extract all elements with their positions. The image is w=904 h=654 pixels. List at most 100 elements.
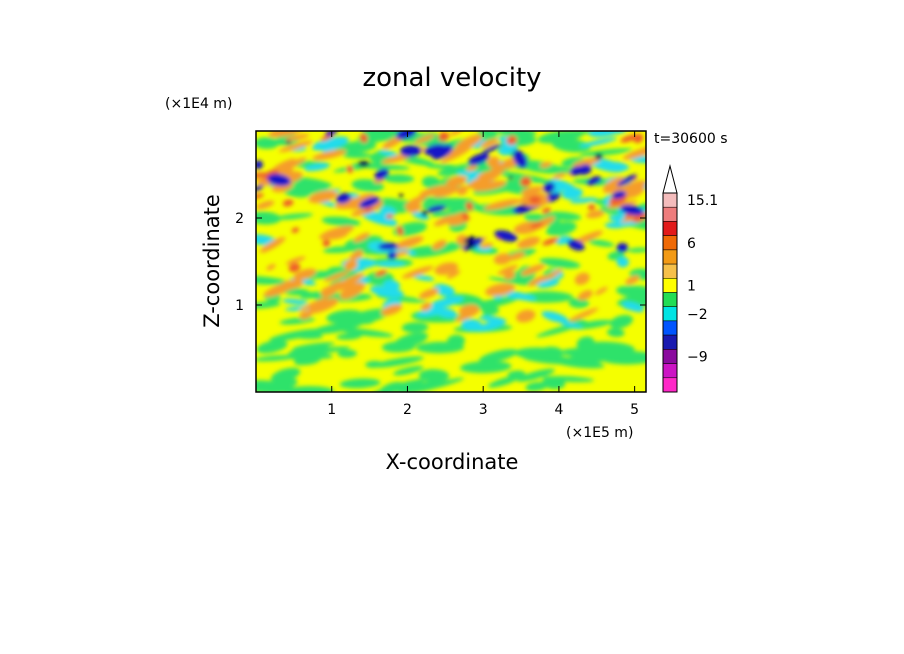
field-blob — [335, 308, 392, 328]
field-blob — [378, 149, 399, 157]
colorbar-segment — [662, 235, 678, 251]
field-blob — [344, 259, 358, 271]
field-blob — [346, 165, 354, 173]
field-blob — [627, 247, 646, 253]
field-blob — [472, 180, 507, 192]
field-blob — [616, 174, 637, 187]
field-blob — [256, 137, 280, 149]
field-blob — [508, 252, 526, 261]
colorbar-segment — [662, 320, 678, 336]
field-blob — [263, 281, 297, 297]
field-blob — [358, 196, 380, 209]
field-blob — [455, 308, 480, 322]
chart-title: zonal velocity — [362, 63, 541, 93]
x-tick-label: 5 — [630, 402, 639, 418]
field-blob — [383, 280, 401, 291]
y-scale-note: (×1E4 m) — [165, 96, 232, 112]
field-blob — [398, 193, 404, 198]
field-blob — [382, 135, 404, 150]
field-blob — [603, 177, 626, 194]
field-blob — [561, 187, 583, 200]
colorbar-segment — [662, 306, 678, 322]
field-blob — [431, 144, 453, 160]
field-blob — [364, 207, 373, 213]
field-blob — [432, 283, 455, 297]
field-blob — [426, 205, 446, 213]
field-blob — [298, 296, 329, 312]
field-blob — [483, 198, 520, 211]
colorbar-label: 15.1 — [687, 193, 718, 209]
colorbar-frame — [662, 192, 678, 393]
field-blob — [466, 165, 478, 172]
y-axis-ticks: 12 — [235, 211, 646, 314]
field-blob — [273, 213, 314, 220]
field-layer — [256, 131, 646, 392]
field-blob — [256, 340, 288, 354]
field-blob — [577, 290, 593, 301]
field-blob — [493, 253, 512, 265]
field-blob — [572, 157, 601, 167]
field-blob — [434, 262, 459, 275]
field-blob — [385, 214, 394, 219]
field-blob — [438, 131, 450, 142]
field-blob — [300, 291, 324, 299]
field-blob — [545, 221, 577, 236]
field-blob — [359, 133, 368, 143]
field-blob — [288, 263, 301, 273]
field-blob — [291, 227, 300, 233]
field-blob — [507, 370, 526, 378]
field-blob — [419, 288, 439, 299]
colorbar-label: 1 — [687, 278, 696, 294]
field-blob — [521, 186, 544, 195]
field-blob — [481, 304, 499, 315]
field-blob — [516, 368, 555, 382]
field-blob — [446, 270, 461, 279]
field-blob — [455, 134, 483, 151]
field-blob — [357, 160, 370, 167]
field-blob — [462, 212, 469, 221]
field-blob — [359, 210, 398, 227]
field-blob — [506, 135, 518, 145]
colorbar-segment — [662, 278, 678, 293]
field-blob — [285, 256, 306, 265]
field-blob — [573, 230, 603, 245]
x-tick-label: 1 — [327, 402, 336, 418]
colorbar — [662, 164, 678, 393]
field-blob — [494, 230, 518, 242]
field-blob — [421, 176, 442, 190]
field-blob — [588, 204, 596, 211]
field-blob — [463, 236, 475, 243]
field-blob — [338, 327, 393, 338]
field-blob — [401, 265, 434, 279]
colorbar-segment — [662, 249, 678, 265]
field-blob — [256, 355, 297, 362]
field-blob — [569, 197, 598, 204]
plot-area — [256, 131, 646, 392]
field-blob — [465, 242, 475, 250]
field-blob — [579, 137, 618, 148]
field-blob — [620, 204, 644, 216]
field-blob — [520, 176, 532, 187]
field-blob — [517, 236, 541, 249]
field-blob — [312, 149, 347, 161]
y-axis-label: Z-coordinate — [200, 194, 224, 328]
field-blob — [374, 168, 389, 180]
field-blob — [342, 152, 372, 159]
field-blob — [542, 237, 559, 246]
x-scale-note: (×1E5 m) — [566, 425, 633, 441]
field-blob — [256, 193, 264, 200]
field-blob — [621, 301, 645, 313]
field-blob — [577, 164, 592, 175]
field-blob — [419, 185, 448, 197]
field-blob — [376, 261, 406, 268]
x-axis-ticks: 1 2 3 4 5 — [327, 131, 639, 418]
field-blob — [552, 172, 567, 179]
colorbar-segment — [662, 334, 678, 350]
field-blob — [420, 302, 432, 311]
field-blob — [336, 333, 362, 340]
field-blob — [266, 264, 276, 271]
field-blob — [479, 242, 494, 249]
field-blob — [256, 184, 264, 192]
field-blob — [256, 160, 263, 170]
field-blob — [616, 242, 629, 253]
